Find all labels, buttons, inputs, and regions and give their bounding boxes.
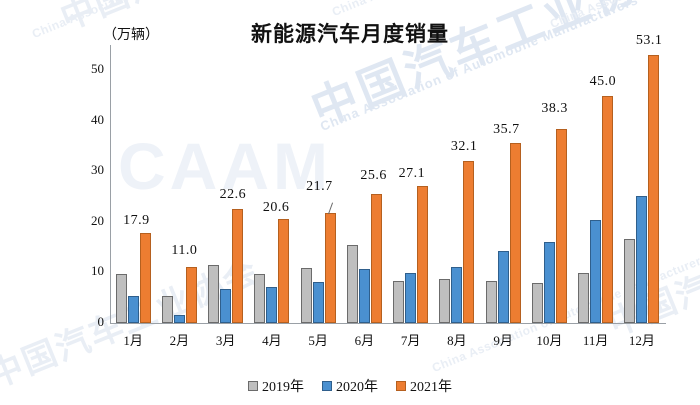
bar-2020-5月[interactable] (312, 281, 324, 323)
data-label: 53.1 (635, 32, 663, 48)
bar-group: 11.0 (156, 45, 202, 323)
y-axis-tick-label: 50 (91, 61, 104, 77)
data-label: 32.1 (450, 138, 478, 154)
x-axis-tick-label: 12月 (628, 333, 655, 348)
x-axis-tick-label: 10月 (536, 333, 563, 348)
bar-2019-1月[interactable] (115, 274, 127, 323)
bar-2020-8月[interactable] (451, 267, 463, 323)
x-axis-tick-labels: 1月 2月 3月 4月 5月 6月 7月 8月 9月 10月 11月 12月 (110, 330, 665, 352)
bar-2021-11月[interactable] (602, 95, 614, 323)
bar-2021-9月[interactable] (509, 142, 521, 323)
data-label: 45.0 (589, 73, 617, 89)
bar-group: 45.0 (573, 45, 619, 323)
bar-2020-6月[interactable] (358, 269, 370, 323)
bar-group: 32.1 (434, 45, 480, 323)
bar-group: 17.9 (110, 45, 156, 323)
x-axis-tick-label: 7月 (400, 333, 421, 348)
bar-2020-9月[interactable] (497, 251, 509, 323)
x-axis-tick-label: 8月 (447, 333, 467, 348)
bar-2019-9月[interactable] (485, 280, 497, 323)
bar-2019-8月[interactable] (439, 278, 451, 323)
bar-2021-3月[interactable] (232, 208, 244, 323)
y-axis-tick-label: 0 (97, 314, 105, 329)
bar-2020-3月[interactable] (220, 289, 232, 323)
bar-2020-12月[interactable] (636, 196, 648, 323)
y-axis-unit-label: （万辆） (103, 28, 159, 43)
bar-group: 21.7 (295, 45, 341, 323)
data-label: 17.9 (123, 212, 150, 228)
bar-2020-10月[interactable] (543, 241, 555, 323)
bar-2019-4月[interactable] (254, 273, 266, 323)
bar-2019-11月[interactable] (578, 273, 590, 323)
x-axis-tick-label: 11月 (582, 333, 609, 348)
bar-2021-2月[interactable] (185, 267, 197, 323)
bar-2019-5月[interactable] (300, 268, 312, 323)
x-axis-tick-label: 5月 (308, 333, 328, 348)
x-axis-tick-label: 6月 (354, 333, 375, 348)
bar-2019-12月[interactable] (624, 239, 636, 323)
bar-2019-7月[interactable] (393, 280, 405, 323)
plot-area: 17.9 11.0 22.6 20.6 21.7 25.6 27.1 32.1 35.7 38.3… (110, 33, 665, 323)
legend-label: 2021年 (410, 380, 452, 395)
bar-2021-10月[interactable] (555, 129, 567, 323)
bar-group: 38.3 (526, 45, 572, 323)
legend-item-2021[interactable]: 2021年 (396, 376, 452, 396)
bar-group: 35.7 (480, 45, 526, 323)
x-axis-tick-label: 2月 (169, 333, 190, 348)
data-label: 22.6 (219, 186, 247, 202)
bar-2021-12月[interactable] (648, 54, 660, 323)
bar-2019-2月[interactable] (161, 296, 173, 323)
x-axis-tick-label: 3月 (215, 333, 236, 348)
x-axis-tick-label: 1月 (123, 333, 143, 348)
data-label: 20.6 (262, 199, 290, 215)
data-label: 27.1 (398, 166, 426, 182)
bar-2021-5月[interactable] (324, 213, 336, 323)
bar-2019-10月[interactable] (531, 283, 543, 323)
bar-group: 25.6 (341, 45, 387, 323)
y-axis-tick-label: 10 (91, 263, 104, 279)
y-axis-tick-label: 20 (91, 212, 104, 228)
bar-2021-4月[interactable] (278, 218, 290, 323)
bar-group: 27.1 (388, 45, 434, 323)
watermark-english: China Association of Automobile Manufact… (330, 0, 610, 19)
legend-swatch-icon (322, 381, 332, 391)
bar-2021-1月[interactable] (139, 232, 151, 323)
data-label: 21.7 (306, 179, 333, 195)
data-label: 35.7 (493, 121, 520, 137)
legend-label: 2020年 (336, 380, 378, 395)
bar-2020-11月[interactable] (590, 219, 602, 323)
data-label: 11.0 (171, 243, 198, 259)
bar-group: 22.6 (203, 45, 249, 323)
bar-group: 20.6 (249, 45, 295, 323)
x-axis-tick-label: 9月 (493, 333, 513, 348)
chart-title: 新能源汽车月度销量 (251, 22, 449, 46)
bar-2020-7月[interactable] (405, 272, 417, 323)
x-axis-tick-label: 4月 (262, 333, 282, 348)
legend-item-2020[interactable]: 2020年 (322, 376, 378, 396)
bar-2021-7月[interactable] (417, 186, 429, 323)
bar-group: 53.1 (619, 33, 665, 323)
bar-2019-6月[interactable] (346, 244, 358, 323)
data-label: 38.3 (541, 101, 568, 117)
legend-swatch-icon (248, 381, 258, 391)
legend-item-2019[interactable]: 2019年 (248, 376, 304, 396)
bar-2021-6月[interactable] (370, 193, 382, 323)
chart-legend: 2019年 2020年 2021年 (0, 376, 700, 396)
bar-2019-3月[interactable] (208, 265, 220, 323)
data-label: 25.6 (360, 167, 387, 183)
legend-swatch-icon (396, 381, 406, 391)
bar-2020-2月[interactable] (173, 315, 185, 323)
y-axis-line (110, 45, 111, 323)
legend-label: 2019年 (262, 380, 304, 395)
bar-2020-1月[interactable] (127, 296, 139, 323)
bar-2021-8月[interactable] (463, 160, 475, 323)
y-axis-tick-label: 30 (91, 162, 104, 178)
y-axis-tick-label: 40 (91, 111, 104, 127)
x-axis-line (110, 323, 666, 324)
bar-2020-4月[interactable] (266, 286, 278, 323)
